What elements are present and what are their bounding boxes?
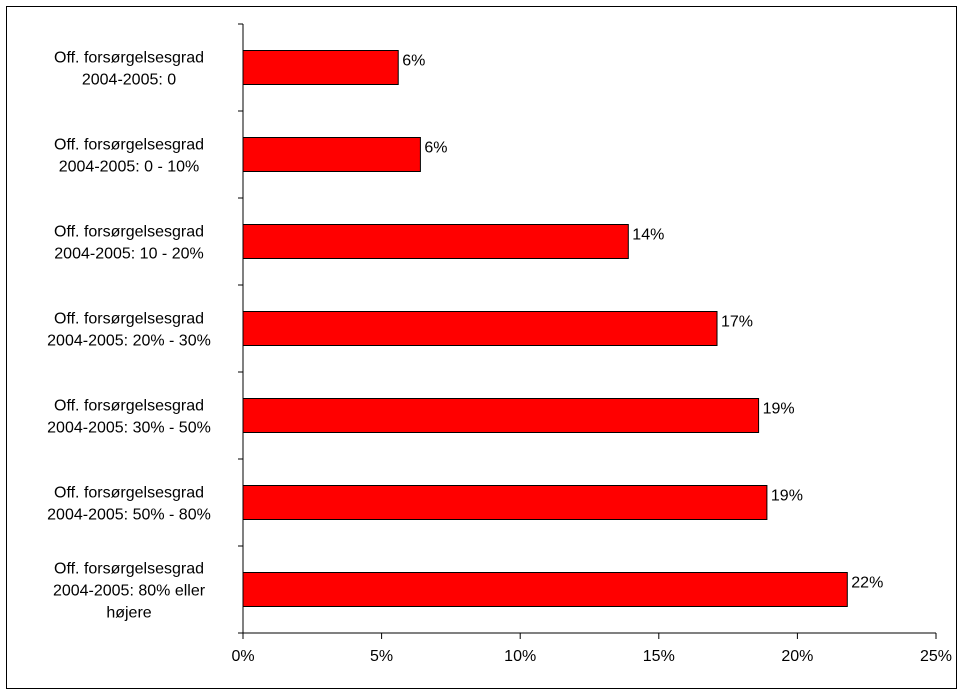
bar: [242, 398, 760, 433]
data-label: 6%: [402, 53, 425, 70]
category-label-line: højere: [106, 605, 151, 622]
category-label-line: 2004-2005: 30% - 50%: [47, 420, 211, 437]
bar: [242, 224, 629, 259]
x-tick-label: 25%: [920, 648, 952, 665]
x-tick-label: 0%: [231, 648, 254, 665]
bar: [242, 572, 848, 607]
category-label-line: 2004-2005: 20% - 30%: [47, 333, 211, 350]
category-label-line: Off. forsørgelsesgrad: [54, 224, 204, 241]
category-label: Off. forsørgelsesgrad 2004-2005: 80% elle…: [53, 561, 206, 622]
data-label: 6%: [424, 140, 447, 157]
bar: [242, 50, 399, 85]
data-label: 19%: [771, 488, 803, 505]
x-tick-label: 15%: [643, 648, 675, 665]
category-label-line: 2004-2005: 50% - 80%: [47, 507, 211, 524]
category-label-line: Off. forsørgelsesgrad: [54, 50, 204, 67]
category-label-line: Off. forsørgelsesgrad: [54, 485, 204, 502]
category-label: Off. forsørgelsesgrad 2004-2005: 50% - 80…: [47, 485, 211, 524]
data-label: 14%: [632, 227, 664, 244]
category-label: Off. forsørgelsesgrad 2004-2005: 10 - 20%: [54, 224, 204, 263]
data-label: 19%: [763, 401, 795, 418]
bar: [242, 485, 768, 520]
category-label-line: 2004-2005: 80% eller: [53, 583, 206, 600]
category-label-line: Off. forsørgelsesgrad: [54, 398, 204, 415]
category-label: Off. forsørgelsesgrad 2004-2005: 30% - 50…: [47, 398, 211, 437]
category-label: Off. forsørgelsesgrad 2004-2005: 20% - 30…: [47, 311, 211, 350]
x-tick-label: 5%: [370, 648, 393, 665]
bar: [242, 311, 718, 346]
category-label-line: Off. forsørgelsesgrad: [54, 561, 204, 578]
x-tick-label: 20%: [781, 648, 813, 665]
bar: [242, 137, 421, 172]
data-label: 22%: [851, 575, 883, 592]
category-label-line: 2004-2005: 0 - 10%: [59, 159, 200, 176]
category-label-line: 2004-2005: 0: [82, 72, 176, 89]
category-label-line: Off. forsørgelsesgrad: [54, 137, 204, 154]
x-tick-label: 10%: [504, 648, 536, 665]
bar-chart: 0% 5% 10% 15% 20% 25% 6% Off. forsørgelsesgrad 2…: [47, 23, 952, 665]
category-label-line: 2004-2005: 10 - 20%: [54, 246, 203, 263]
data-label: 17%: [721, 314, 753, 331]
chart-frame: 0% 5% 10% 15% 20% 25% 6% Off. forsørgelsesgrad 2…: [6, 6, 957, 689]
category-label-line: Off. forsørgelsesgrad: [54, 311, 204, 328]
category-label: Off. forsørgelsesgrad 2004-2005: 0 - 10%: [54, 137, 204, 176]
category-label: Off. forsørgelsesgrad 2004-2005: 0: [54, 50, 204, 89]
